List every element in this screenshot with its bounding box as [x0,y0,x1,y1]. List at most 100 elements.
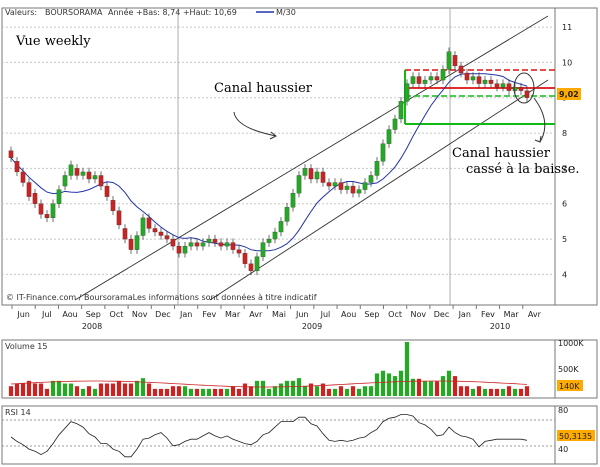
rsi-title: RSI 14 [5,408,31,417]
volume-bars [8,342,530,396]
candle-body [206,238,212,243]
candle-body [176,245,182,254]
volume-bar [290,380,296,396]
candle-body [128,238,134,250]
candle-body [434,76,440,81]
candle-body [428,76,434,81]
candle-body [332,182,338,187]
candle-body [248,263,254,272]
candle-body [38,203,44,215]
volume-bar [242,383,248,396]
y-tick-label: 11 [562,23,572,32]
x-month-label: Mar [225,310,241,319]
volume-bar [230,386,236,396]
volume-bar [236,388,242,396]
volume-bar [62,383,68,396]
channel-lower-line [209,79,549,301]
volume-bar [410,378,416,396]
candle-body [326,182,332,187]
volume-bar [140,378,146,396]
candle-body [350,185,356,194]
candle-body [200,242,206,247]
candle-body [266,238,272,243]
candle-body [320,171,326,183]
volume-bar [428,381,434,396]
x-month-label: Mar [504,310,520,319]
candle-body [80,171,86,176]
candle-body [44,214,50,219]
candle-body [362,182,368,190]
volume-bar [26,380,32,396]
volume-bar [500,388,506,396]
volume-bar [98,383,104,396]
canal-arrowhead [269,131,277,140]
volume-bar [446,370,452,396]
volume-bar [74,386,80,396]
candle-body [56,189,62,204]
volume-bar [398,370,404,396]
volume-last-label: 140K [559,382,580,391]
candle-body [314,171,320,180]
candlesticks [8,47,530,276]
candle-body [68,164,74,176]
candle-body [26,182,32,197]
volume-bar [212,388,218,396]
moving-average-line [10,73,528,252]
x-month-label: Sep [364,310,379,319]
volume-bar [158,388,164,396]
candle-body [164,235,170,240]
volume-bar [254,380,260,396]
volume-bar [392,376,398,396]
price-axis-panel [554,7,598,306]
volume-bar [86,386,92,396]
volume-bar [104,383,110,396]
x-month-label: Oct [110,310,124,319]
volume-bar [482,388,488,396]
volume-bar [464,386,470,396]
candle-body [296,175,302,194]
candle-body [290,192,296,208]
volume-tick-1000k: 1000K [558,339,584,348]
candle-body [356,189,362,194]
candle-body [422,79,428,84]
candle-body [458,65,464,74]
candle-body [140,217,146,236]
volume-last-box [557,380,583,391]
candle-body [194,242,200,247]
volume-bar [146,383,152,396]
break-label-line2: cassé à la baisse. [466,162,580,177]
volume-bar [92,388,98,396]
volume-bar [440,376,446,396]
volume-bar [38,383,44,396]
candle-body [512,86,518,91]
volume-tick-500k: 500K [558,365,579,374]
header-ohlc: Année +Bas: 8,74 +Haut: 10,69 [108,7,237,17]
volume-bar [302,386,308,396]
candle-body [476,76,482,84]
candle-body [134,235,140,250]
volume-bar [380,370,386,396]
candle-body [218,242,224,247]
rsi-last-box [557,430,595,441]
volume-bar [164,388,170,396]
volume-bar [422,381,428,396]
candle-body [416,76,422,84]
x-year-label: 2009 [302,322,322,331]
y-tick-label: 5 [562,235,567,244]
volume-bar [320,383,326,396]
break-arrow [533,97,546,143]
candle-body [470,76,476,81]
volume-bar [272,386,278,396]
y-tick-label: 10 [562,58,572,67]
x-month-label: Avr [528,310,542,319]
rsi-tick-80: 80 [558,406,568,415]
volume-bar [176,386,182,396]
x-month-label: Jul [320,310,331,319]
volume-bar [224,388,230,396]
break-label-line1: Canal haussier [452,146,551,161]
volume-bar [326,388,332,396]
x-month-label: Jun [295,310,309,319]
rsi-line [10,414,528,458]
